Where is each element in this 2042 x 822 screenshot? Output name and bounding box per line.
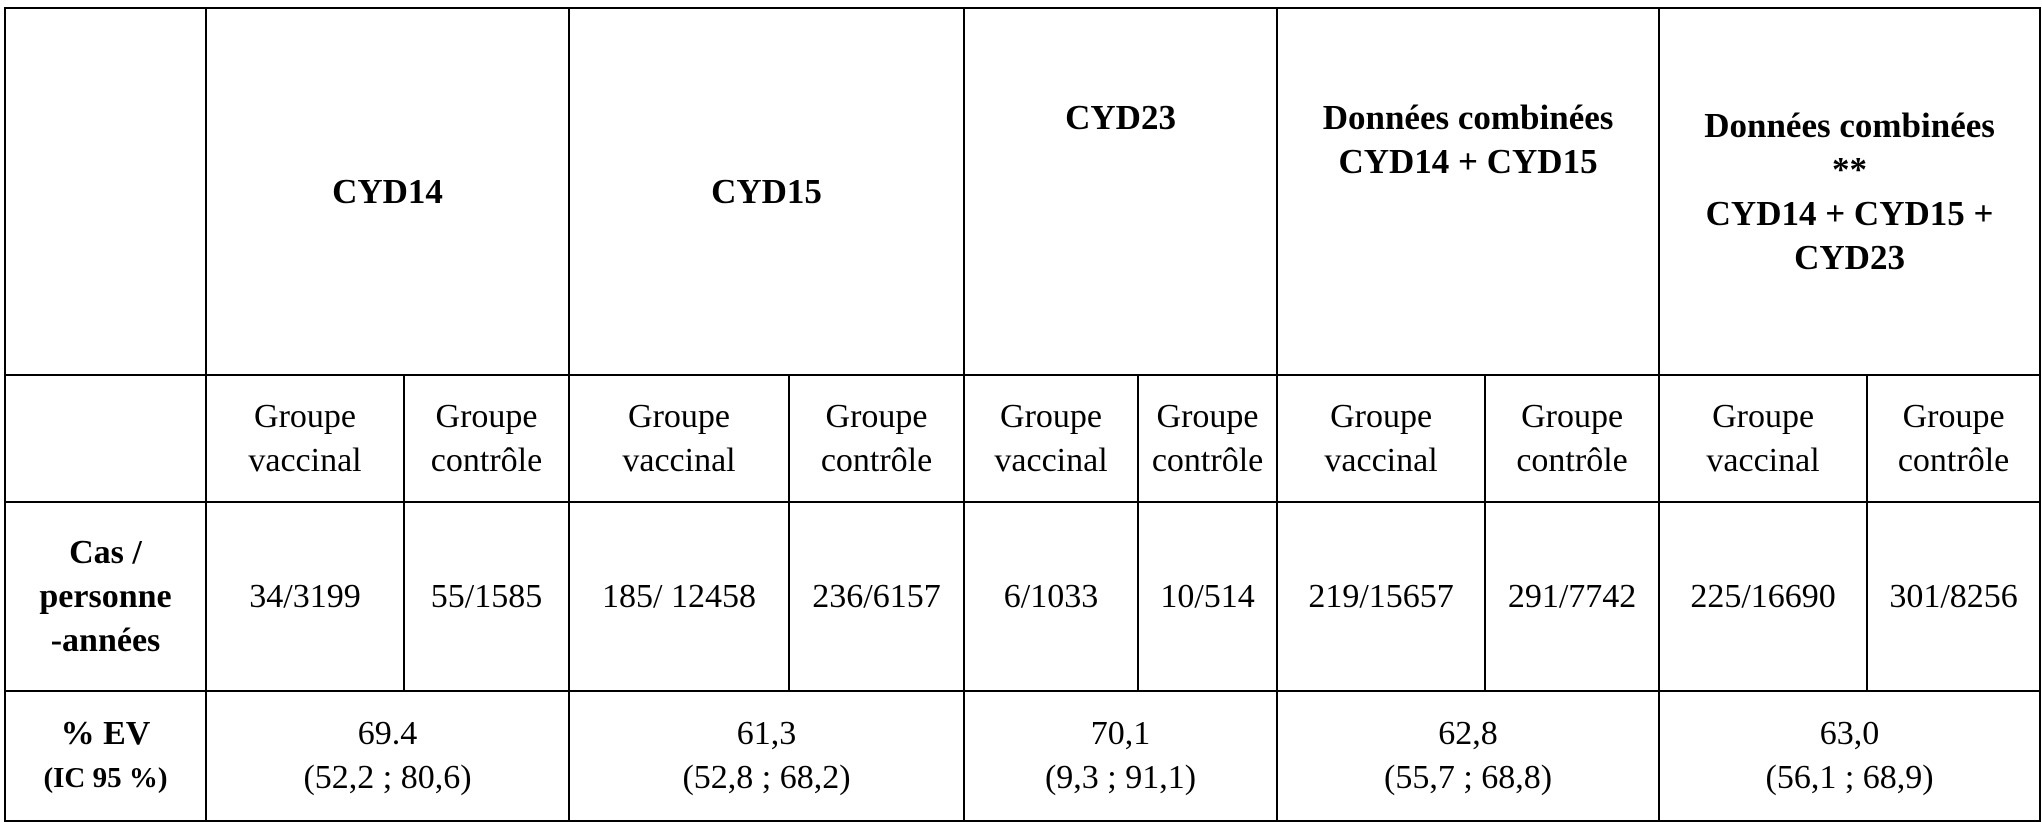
subheader-cell: Groupe vaccinal bbox=[1658, 374, 1869, 503]
header-row: CYD14 CYD15 CYD23 Données combinées CYD1… bbox=[4, 7, 2042, 376]
header-cyd23: CYD23 bbox=[963, 7, 1279, 376]
efficacy-cell-combined-all: 63,0 (56,1 ; 68,9) bbox=[1658, 690, 2042, 822]
efficacy-cell-cyd14: 69.4 (52,2 ; 80,6) bbox=[204, 690, 571, 822]
efficacy-table: CYD14 CYD15 CYD23 Données combinées CYD1… bbox=[4, 7, 2042, 822]
efficacy-cell-combined-cyd14-cyd15: 62,8 (55,7 ; 68,8) bbox=[1276, 690, 1661, 822]
cases-cell: 6/1033 bbox=[963, 501, 1140, 692]
efficacy-row: % EV (IC 95 %) 69.4 (52,2 ; 80,6) 61,3 (… bbox=[4, 690, 2042, 822]
cases-cell: 301/8256 bbox=[1866, 501, 2042, 692]
subheader-cell: Groupe contrôle bbox=[1484, 374, 1661, 503]
header-cyd15: CYD15 bbox=[568, 7, 966, 376]
cases-cell: 55/1585 bbox=[402, 501, 571, 692]
subheader-cell: Groupe contrôle bbox=[1866, 374, 2042, 503]
header-combined-all: Données combinées ** CYD14 + CYD15 + CYD… bbox=[1658, 7, 2042, 376]
subheader-cell: Groupe vaccinal bbox=[963, 374, 1140, 503]
subheader-cell: Groupe vaccinal bbox=[205, 374, 405, 503]
subheader-cell: Groupe contrôle bbox=[788, 374, 966, 503]
cases-cell: 185/ 12458 bbox=[568, 501, 791, 692]
subheader-cell: Groupe contrôle bbox=[402, 374, 571, 503]
cases-cell: 291/7742 bbox=[1484, 501, 1661, 692]
corner-cell bbox=[4, 7, 207, 376]
cases-cell: 236/6157 bbox=[788, 501, 966, 692]
cases-cell: 34/3199 bbox=[205, 501, 405, 692]
subheader-cell: Groupe vaccinal bbox=[568, 374, 791, 503]
subheader-cell: Groupe vaccinal bbox=[1276, 374, 1487, 503]
subheader-row: Groupe vaccinal Groupe contrôle Groupe vacc… bbox=[4, 374, 2042, 503]
cases-cell: 225/16690 bbox=[1658, 501, 1869, 692]
header-cyd14: CYD14 bbox=[204, 7, 571, 376]
header-combined-cyd14-cyd15: Données combinées CYD14 + CYD15 bbox=[1276, 7, 1661, 376]
subheader-cell: Groupe contrôle bbox=[1137, 374, 1279, 503]
efficacy-cell-cyd23: 70,1 (9,3 ; 91,1) bbox=[963, 690, 1279, 822]
efficacy-row-label: % EV (IC 95 %) bbox=[4, 690, 207, 822]
cases-cell: 219/15657 bbox=[1276, 501, 1487, 692]
cases-cell: 10/514 bbox=[1137, 501, 1279, 692]
subheader-empty-cell bbox=[4, 374, 207, 503]
efficacy-cell-cyd15: 61,3 (52,8 ; 68,2) bbox=[568, 690, 966, 822]
cases-row: Cas / personne -années 34/3199 55/1585 1… bbox=[4, 501, 2042, 692]
cases-row-label: Cas / personne -années bbox=[4, 501, 207, 692]
